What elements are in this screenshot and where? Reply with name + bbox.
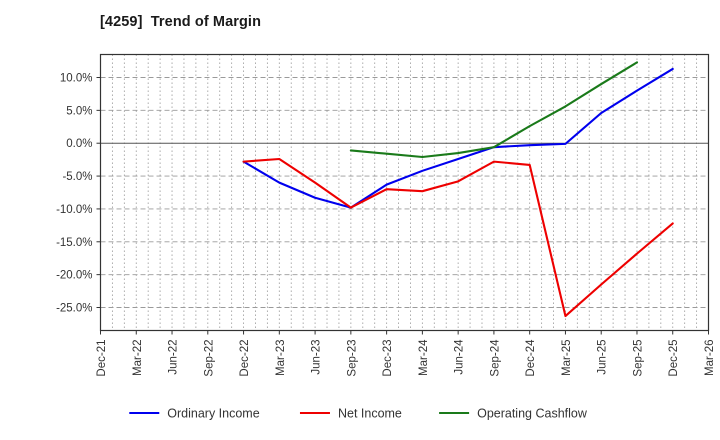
x-axis-tick-label: Jun-23 (311, 340, 323, 375)
y-axis-tick-label: -15.0% (56, 237, 92, 249)
x-axis-ticks (100, 330, 709, 335)
x-axis-labels: Dec-21 Mar-22 Jun-22 Sep-22 Dec-22 Mar-23 Jun-… (96, 339, 716, 377)
x-axis-tick-label: Dec-24 (525, 339, 537, 377)
x-axis-tick-label: Mar-25 (561, 340, 573, 376)
y-axis-tick-label: 10.0% (60, 73, 93, 85)
y-axis-tick-label: -10.0% (56, 204, 92, 216)
x-axis-tick-label: Dec-22 (239, 340, 251, 377)
series-line-net-income (242, 157, 674, 318)
y-axis-tick-label: -5.0% (62, 171, 92, 183)
legend-label: Net Income (338, 407, 402, 421)
y-axis-ticks (96, 77, 101, 308)
x-axis-tick-label: Dec-21 (96, 340, 108, 377)
legend-label: Operating Cashflow (477, 407, 588, 421)
x-axis-tick-label: Sep-23 (346, 340, 358, 377)
x-axis-tick-label: Sep-22 (203, 340, 215, 377)
y-axis-tick-label: 0.0% (66, 138, 92, 150)
page-title: [4259] Trend of Margin (100, 14, 262, 30)
data-series-layer (242, 61, 674, 318)
x-axis-tick-label: Jun-22 (168, 340, 180, 375)
y-axis-tick-label: -20.0% (56, 270, 92, 282)
chart-legend: Ordinary Income Net Income Operating Cashf… (129, 407, 588, 421)
x-axis-tick-label: Mar-23 (275, 340, 287, 376)
x-axis-tick-label: Dec-25 (668, 340, 680, 377)
series-line-operating-cashflow (349, 61, 639, 159)
y-axis-labels: 10.0% 5.0% 0.0% -5.0% -10.0% -15.0% -20.0% -25.… (56, 73, 92, 315)
major-gridlines (100, 77, 709, 308)
x-axis-tick-label: Jun-24 (454, 339, 466, 375)
x-axis-tick-label: Jun-25 (597, 340, 609, 375)
series-line-ordinary-income (242, 67, 674, 209)
y-axis-tick-label: -25.0% (56, 303, 92, 315)
x-axis-tick-label: Mar-24 (418, 339, 430, 376)
x-axis-tick-label: Dec-23 (382, 340, 394, 377)
x-axis-tick-label: Sep-25 (632, 340, 644, 377)
y-axis-tick-label: 5.0% (66, 105, 92, 117)
plot-border (99, 53, 710, 332)
x-axis-tick-label: Sep-24 (489, 339, 501, 377)
legend-label: Ordinary Income (167, 407, 259, 421)
x-axis-tick-label: Mar-22 (132, 340, 144, 376)
x-axis-tick-label: Mar-26 (704, 340, 716, 376)
minor-gridlines (111, 54, 698, 331)
